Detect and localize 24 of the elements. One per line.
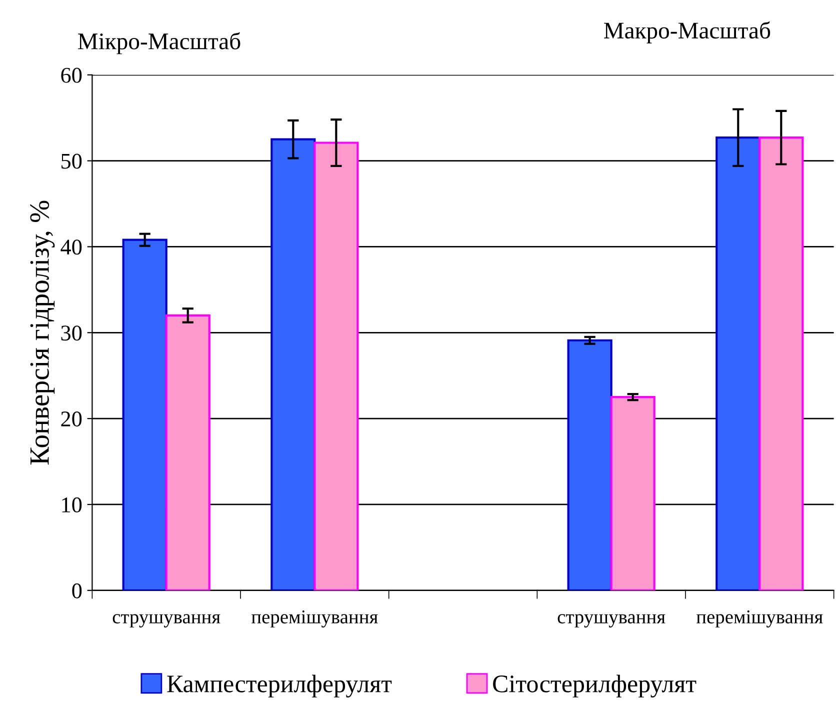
x-tick-label: перемішування xyxy=(696,610,823,628)
bar xyxy=(270,138,316,590)
y-tick-label: 30 xyxy=(61,326,82,341)
x-tick-label: струшування xyxy=(112,614,220,628)
y-tick-label: 40 xyxy=(60,240,82,255)
y-axis-title: Конверсія гідролізу, % xyxy=(30,200,55,465)
text: Макро-Масштаб xyxy=(604,21,770,44)
bar xyxy=(314,142,359,590)
y-tick-label: 60 xyxy=(61,68,82,83)
bar xyxy=(165,314,210,590)
legend-label: Сітостерилферулят xyxy=(493,674,696,698)
y-tick-label: 20 xyxy=(61,411,82,426)
bar xyxy=(567,339,612,590)
bar xyxy=(610,396,656,590)
text: Мікро-Масштаб xyxy=(78,32,240,54)
bar xyxy=(716,136,761,590)
y-tick-label: 50 xyxy=(62,154,82,169)
bar xyxy=(122,238,168,590)
x-tick-label: перемішування xyxy=(251,610,378,628)
bar xyxy=(758,136,804,590)
y-tick-label: 0 xyxy=(72,583,82,598)
x-tick-label: струшування xyxy=(558,614,666,628)
legend-label: Кампестерилферулят xyxy=(167,674,392,698)
y-tick-label: 10 xyxy=(62,497,82,512)
